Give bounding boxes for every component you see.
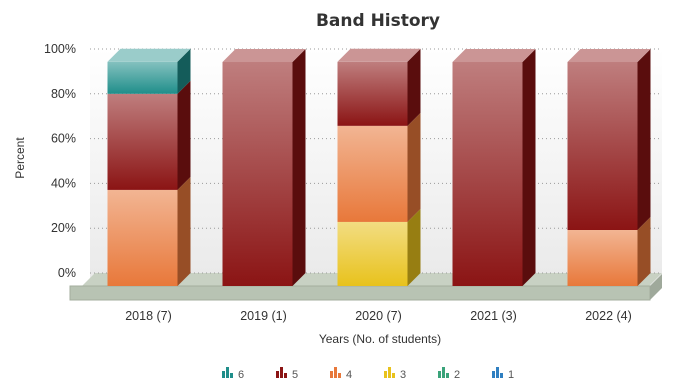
bar-side-series-5: [637, 49, 651, 230]
bar-segment-series-5: [452, 62, 523, 286]
legend-swatch: [492, 371, 495, 378]
chart-title: Band History: [316, 11, 440, 31]
bar-stack: [337, 48, 421, 286]
x-tick-label: 2018 (7): [125, 309, 172, 323]
bar-side-series-5: [407, 48, 421, 126]
bar-segment-series-4: [107, 189, 178, 286]
bar-side-series-4: [177, 176, 191, 286]
legend-swatch: [446, 373, 449, 378]
bar-segment-series-4: [337, 125, 408, 222]
y-tick-label: 40%: [51, 176, 76, 190]
bar-stack: [107, 48, 191, 286]
bar-top: [567, 49, 651, 62]
bar-side-series-5: [522, 49, 536, 286]
legend-label: 1: [508, 369, 514, 381]
legend-swatch: [338, 373, 341, 378]
legend-swatch: [496, 367, 499, 378]
bar-side-series-4: [407, 112, 421, 222]
bar-segment-series-6: [107, 61, 178, 94]
bar-stack: [452, 49, 536, 286]
legend-swatch: [392, 373, 395, 378]
legend-swatch: [280, 367, 283, 378]
legend-label: 2: [454, 369, 460, 381]
bar-top: [337, 48, 421, 62]
x-tick-label: 2019 (1): [240, 309, 287, 323]
bar-top: [222, 49, 306, 62]
legend-swatch: [276, 371, 279, 378]
legend-label: 5: [292, 369, 298, 381]
legend-item-4[interactable]: 4: [330, 367, 352, 381]
y-tick-label: 100%: [44, 42, 76, 56]
y-tick-label: 60%: [51, 132, 76, 146]
bar-segment-series-3: [337, 221, 408, 286]
legend-swatch: [330, 371, 333, 378]
bar-side-series-3: [407, 208, 421, 286]
x-axis-label: Years (No. of students): [319, 332, 441, 346]
legend-item-3[interactable]: 3: [384, 367, 406, 381]
bar-segment-series-5: [567, 62, 638, 230]
x-tick-label: 2020 (7): [355, 309, 402, 323]
legend-label: 4: [346, 369, 352, 381]
legend-swatch: [226, 367, 229, 378]
bar-top: [452, 49, 536, 62]
chart-floor-side: [650, 274, 662, 300]
legend-item-5[interactable]: 5: [276, 367, 298, 381]
x-tick-label: 2021 (3): [470, 309, 517, 323]
legend-swatch: [230, 373, 233, 378]
legend-swatch: [222, 371, 225, 378]
bar-side-series-5: [292, 49, 306, 286]
legend-swatch: [334, 367, 337, 378]
legend-swatch: [438, 371, 441, 378]
y-axis-label: Percent: [13, 137, 27, 179]
legend-item-2[interactable]: 2: [438, 367, 460, 381]
bar-segment-series-5: [107, 93, 178, 190]
bar-stack: [567, 49, 651, 286]
y-tick-label: 20%: [51, 221, 76, 235]
legend-item-6[interactable]: 6: [222, 367, 244, 381]
bar-side-series-5: [177, 80, 191, 190]
legend-item-1[interactable]: 1: [492, 367, 514, 381]
chart-floor-front: [69, 285, 651, 301]
bar-side-series-4: [637, 217, 651, 286]
bar-segment-series-5: [222, 62, 293, 286]
bar-segment-series-4: [567, 230, 638, 286]
legend-swatch: [284, 373, 287, 378]
bar-stack: [222, 49, 306, 286]
x-tick-label: 2022 (4): [585, 309, 632, 323]
legend-swatch: [500, 373, 503, 378]
legend-swatch: [442, 367, 445, 378]
legend-label: 3: [400, 369, 406, 381]
bar-segment-series-5: [337, 61, 408, 126]
legend-label: 6: [238, 369, 244, 381]
bar-side-series-6: [177, 48, 191, 94]
bar-top: [107, 48, 191, 62]
legend-swatch: [384, 371, 387, 378]
y-tick-label: 0%: [58, 266, 76, 280]
y-tick-label: 80%: [51, 87, 76, 101]
legend-swatch: [388, 367, 391, 378]
